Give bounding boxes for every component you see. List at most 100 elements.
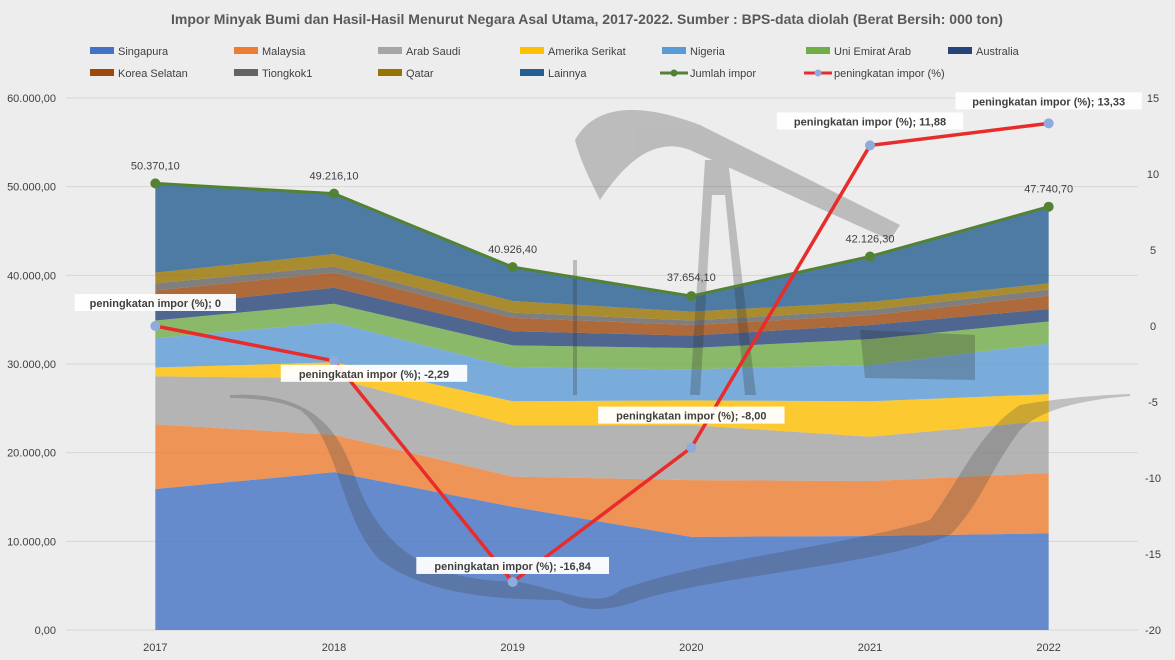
legend-label: Singapura	[118, 46, 169, 58]
y-tick-label: 0,00	[35, 625, 56, 637]
growth-point	[686, 442, 697, 453]
pump-rod	[573, 260, 577, 395]
growth-label-box	[955, 92, 1142, 110]
y-tick-label: 20.000,00	[7, 448, 56, 460]
growth-label-box	[598, 406, 785, 424]
area-malaysia	[155, 424, 1049, 537]
y2-tick-label: 10	[1147, 169, 1159, 181]
x-tick-label: 2017	[143, 642, 167, 654]
legend-label: Jumlah impor	[690, 68, 756, 80]
legend-label: Nigeria	[690, 46, 726, 58]
total-data-label: 42.126,30	[846, 233, 895, 245]
x-tick-label: 2021	[858, 642, 882, 654]
growth-point	[150, 321, 161, 331]
legend-label: Tiongkok1	[262, 68, 312, 80]
x-tick-label: 2020	[679, 642, 703, 654]
y2-tick-label: 15	[1147, 93, 1159, 105]
legend-swatch	[378, 69, 402, 76]
pump-derrick	[690, 160, 756, 395]
y-tick-label: 60.000,00	[7, 93, 56, 105]
pump-beam	[575, 110, 900, 240]
legend-label: Qatar	[406, 68, 434, 80]
legend-label: Malaysia	[262, 46, 306, 58]
y2-tick-label: -5	[1148, 397, 1158, 409]
legend-swatch	[948, 47, 972, 54]
growth-label-box	[416, 556, 610, 574]
legend-swatch	[520, 47, 544, 54]
growth-point	[865, 140, 875, 151]
legend-label: Australia	[976, 46, 1020, 58]
area-korea-selatan	[155, 272, 1049, 336]
growth-data-label: peningkatan impor (%); -8,00	[616, 411, 766, 423]
total-point	[150, 178, 161, 189]
legend-label: Amerika Serikat	[548, 46, 626, 58]
legend-swatch	[90, 47, 114, 54]
plot-area: 0,00 10.000,00 20.000,00 30.000,00 40.000,00…	[7, 92, 1161, 654]
area-uni-emirat-arab	[155, 303, 1049, 370]
total-point	[507, 262, 518, 273]
legend-label: Arab Saudi	[406, 46, 460, 58]
area-arab-saudi	[155, 376, 1049, 482]
total-data-label: 50.370,10	[131, 160, 180, 172]
total-point	[329, 188, 339, 199]
growth-label-box	[74, 294, 236, 311]
legend: Singapura Malaysia Arab Saudi Amerika Serik…	[90, 46, 1020, 80]
total-point	[1043, 201, 1054, 212]
area-qatar	[155, 254, 1049, 321]
y-tick-label: 10.000,00	[7, 536, 56, 548]
legend-swatch	[806, 47, 830, 54]
y2-tick-label: -20	[1145, 625, 1161, 637]
growth-label-box	[280, 364, 468, 382]
total-point	[865, 251, 875, 262]
growth-point	[329, 355, 339, 366]
y2-tick-label: -10	[1145, 473, 1161, 485]
y-tick-label: 50.000,00	[7, 182, 56, 194]
growth-label-box	[776, 112, 964, 130]
legend-label: Uni Emirat Arab	[834, 46, 911, 58]
total-data-label: 47.740,70	[1024, 184, 1073, 196]
legend-label: Lainnya	[548, 68, 587, 80]
x-tick-label: 2018	[322, 642, 346, 654]
growth-point	[507, 576, 518, 587]
legend-swatch	[378, 47, 402, 54]
y-tick-label: 30.000,00	[7, 359, 56, 371]
area-australia	[155, 287, 1049, 349]
legend-marker	[670, 69, 678, 77]
legend-label: Korea Selatan	[118, 68, 188, 80]
area-tiongkok1	[155, 266, 1049, 325]
oil-pump-silhouette	[230, 110, 1130, 609]
y2-tick-label: -15	[1145, 549, 1161, 561]
legend-label: peningkatan impor (%)	[834, 68, 945, 80]
total-point	[686, 291, 697, 302]
area-singapura	[155, 472, 1049, 630]
ground-silhouette	[230, 394, 1130, 609]
total-data-label: 37.654,10	[667, 272, 716, 284]
total-line	[155, 181, 1050, 298]
y2-tick-label: 5	[1150, 245, 1156, 257]
x-tick-label: 2019	[500, 642, 524, 654]
growth-line	[154, 121, 1049, 585]
chart-title: Impor Minyak Bumi dan Hasil-Hasil Menuru…	[171, 11, 1003, 27]
x-tick-label: 2022	[1036, 642, 1060, 654]
pump-counterweight	[860, 330, 975, 380]
total-data-label: 49.216,10	[310, 171, 359, 183]
legend-swatch	[234, 69, 258, 76]
growth-data-label: peningkatan impor (%); 0	[90, 298, 221, 310]
growth-data-label: peningkatan impor (%); -16,84	[434, 561, 591, 573]
legend-marker	[814, 69, 822, 77]
growth-data-label: peningkatan impor (%); -2,29	[299, 369, 449, 381]
legend-swatch	[520, 69, 544, 76]
legend-swatch	[662, 47, 686, 54]
growth-data-label: peningkatan impor (%); 11,88	[794, 116, 946, 128]
growth-point	[1043, 118, 1054, 129]
total-data-label: 40.926,40	[488, 244, 537, 256]
y2-tick-label: 0	[1150, 321, 1156, 333]
area-lainnya	[155, 183, 1049, 312]
legend-swatch	[234, 47, 258, 54]
legend-swatch	[90, 69, 114, 76]
y-tick-label: 40.000,00	[7, 270, 56, 282]
growth-data-label: peningkatan impor (%); 13,33	[972, 96, 1125, 108]
area-nigeria	[155, 322, 1049, 402]
